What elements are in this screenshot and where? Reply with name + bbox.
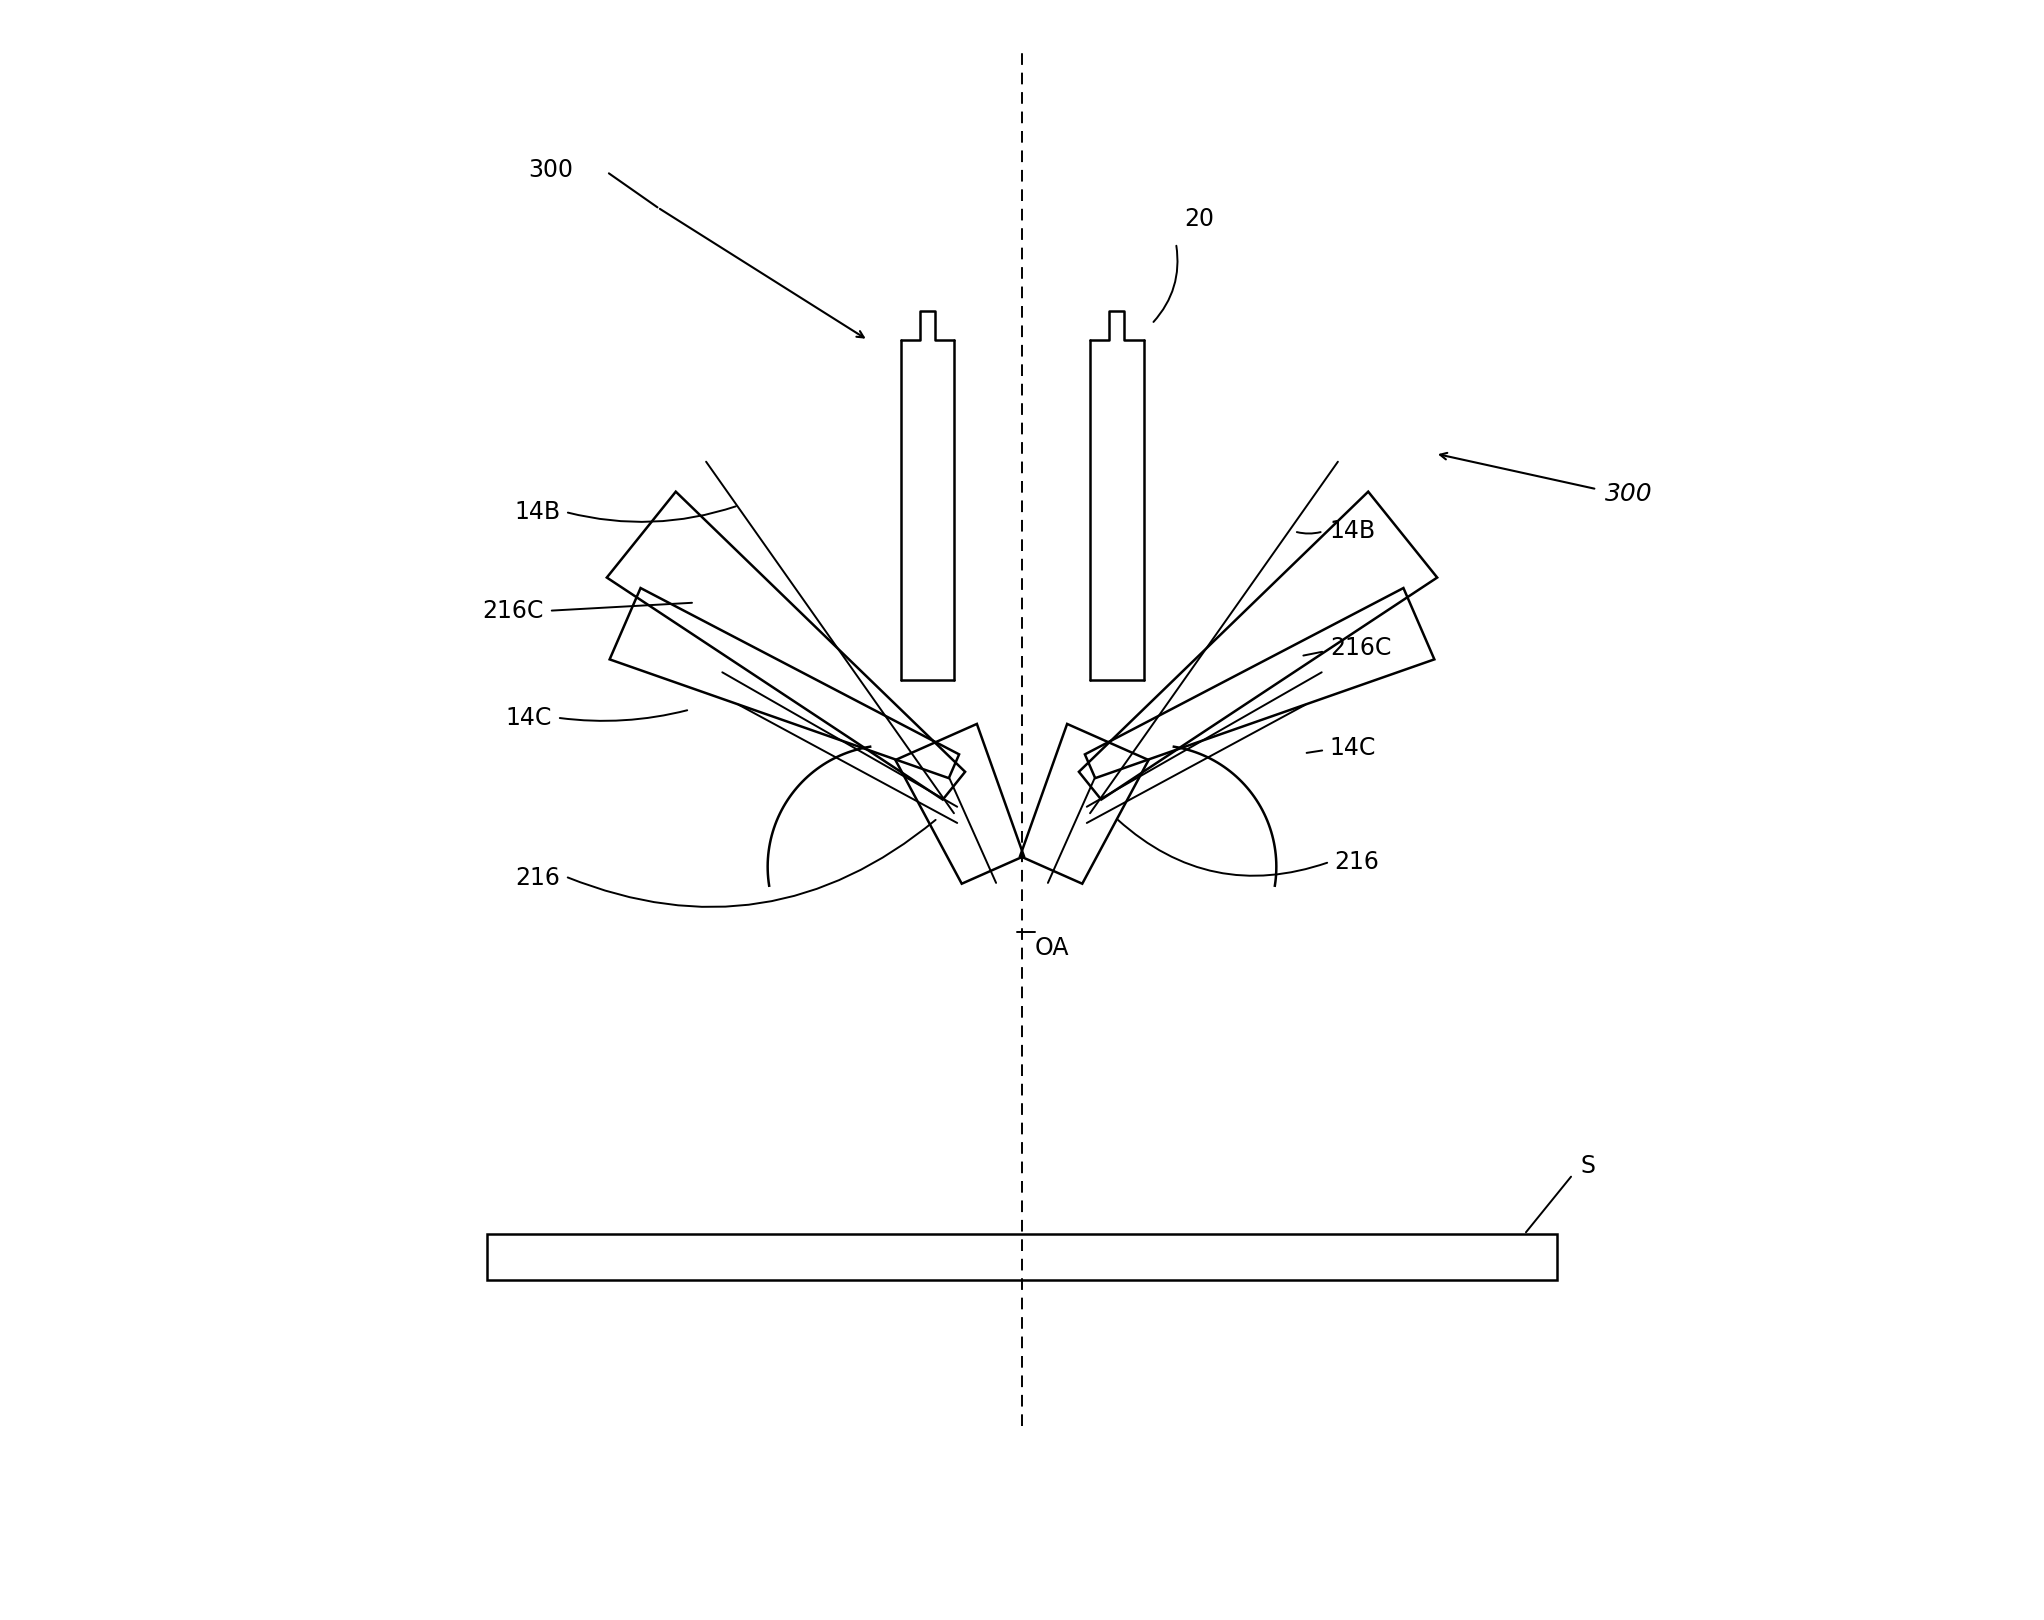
Text: 216C: 216C	[1331, 637, 1392, 659]
Text: 216C: 216C	[482, 599, 544, 622]
Text: 300: 300	[527, 159, 572, 181]
Text: 14B: 14B	[1331, 520, 1376, 543]
Text: 216: 216	[515, 867, 560, 889]
Text: 300: 300	[1605, 483, 1654, 505]
Text: 20: 20	[1183, 207, 1214, 230]
Text: OA: OA	[1034, 936, 1069, 961]
Text: 14C: 14C	[505, 706, 552, 729]
Text: 216: 216	[1335, 850, 1380, 873]
Text: S: S	[1580, 1155, 1596, 1178]
Text: 14B: 14B	[515, 501, 560, 523]
Bar	[486, 1234, 1558, 1280]
Text: 14C: 14C	[1331, 737, 1376, 760]
